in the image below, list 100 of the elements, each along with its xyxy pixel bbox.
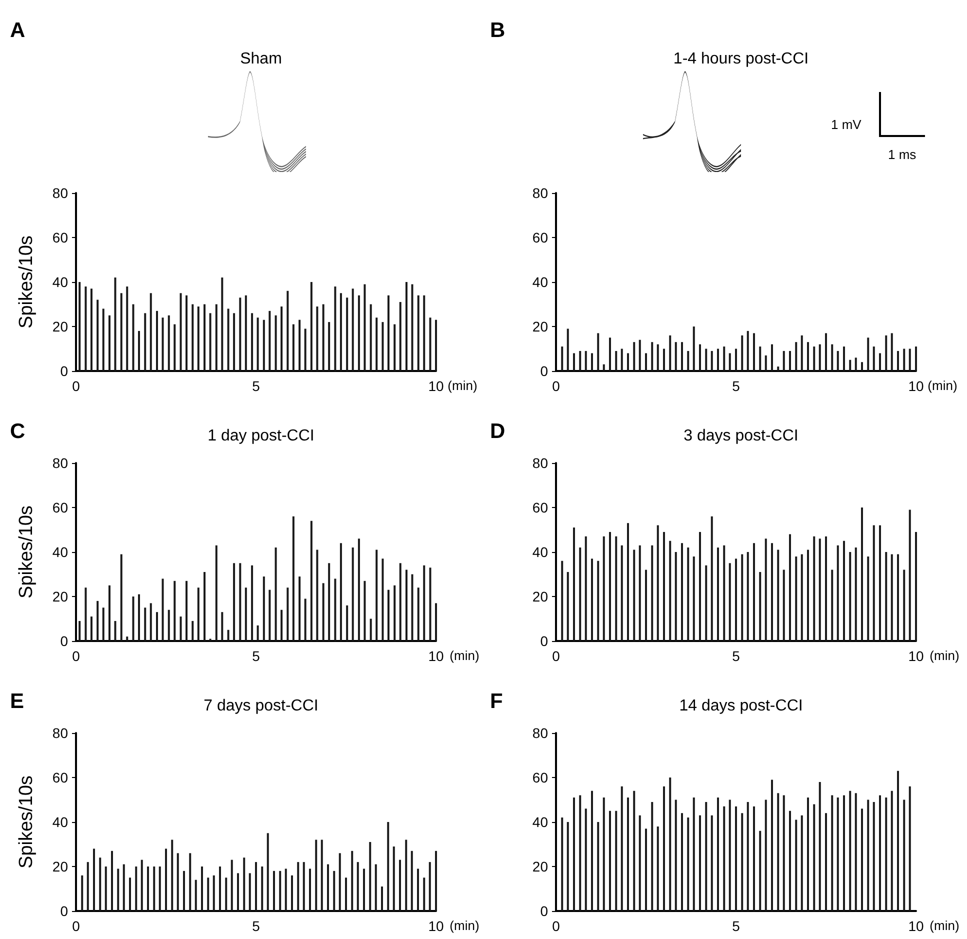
- bar: [717, 548, 719, 641]
- bar: [728, 800, 731, 911]
- y-tick-label: 80: [52, 455, 68, 471]
- x-tick-label: 5: [732, 918, 740, 934]
- bar: [399, 563, 402, 641]
- bar: [243, 858, 246, 911]
- bar: [561, 560, 564, 641]
- bar: [309, 868, 311, 911]
- bar: [638, 340, 641, 371]
- bar: [638, 545, 641, 641]
- bar: [782, 570, 785, 641]
- y-tick-label: 40: [532, 814, 548, 830]
- bar: [194, 880, 197, 911]
- bar: [340, 543, 342, 641]
- bar: [836, 545, 839, 641]
- bar: [681, 342, 683, 371]
- bar: [429, 568, 432, 641]
- bar: [261, 866, 264, 911]
- bar: [180, 616, 182, 641]
- y-tick-label: 40: [532, 274, 548, 290]
- bar: [227, 308, 230, 371]
- bar: [84, 286, 87, 371]
- bar: [753, 806, 755, 911]
- bar: [609, 810, 611, 911]
- chart-title: 14 days post-CCI: [679, 698, 803, 714]
- bar: [262, 576, 265, 641]
- y-tick-label: 60: [52, 500, 68, 516]
- y-axis-title: Spikes/10s: [16, 776, 37, 868]
- bar: [663, 532, 665, 641]
- bar: [417, 588, 420, 641]
- bar: [591, 558, 593, 641]
- bar: [78, 282, 81, 371]
- y-tick-label: 60: [532, 230, 548, 246]
- bar: [394, 324, 396, 371]
- y-tick-label: 60: [532, 770, 548, 786]
- bar: [356, 862, 359, 911]
- bar: [885, 335, 888, 371]
- bar: [669, 540, 672, 641]
- bar: [681, 543, 683, 641]
- bar: [239, 298, 242, 371]
- bar: [795, 556, 798, 641]
- bar: [573, 798, 575, 911]
- bar: [358, 295, 360, 371]
- bar: [315, 840, 318, 911]
- bar: [233, 313, 236, 371]
- y-tick-label: 40: [52, 544, 68, 560]
- x-tick-label: 5: [732, 648, 740, 664]
- bar: [573, 528, 575, 641]
- x-tick-label: 5: [732, 378, 740, 394]
- bar: [741, 813, 744, 911]
- y-tick-label: 80: [52, 185, 68, 201]
- x-tick-label: 5: [252, 378, 260, 394]
- bar: [256, 625, 259, 641]
- bar: [663, 348, 665, 371]
- bar: [102, 608, 104, 641]
- bar: [429, 318, 432, 371]
- bar: [759, 830, 762, 911]
- bar: [735, 558, 737, 641]
- bar: [687, 350, 690, 371]
- bar: [591, 790, 593, 911]
- bar: [192, 620, 194, 641]
- bar: [387, 822, 390, 911]
- bar: [674, 552, 677, 641]
- bar: [153, 866, 156, 911]
- chart-title: 1-4 hours post-CCI: [673, 50, 809, 68]
- bar: [304, 598, 306, 641]
- text: A: [10, 19, 26, 42]
- bar: [86, 862, 89, 911]
- bar: [903, 570, 906, 641]
- bar: [176, 853, 179, 911]
- y-tick-label: 80: [532, 725, 548, 741]
- bar: [620, 545, 623, 641]
- bar: [298, 320, 301, 371]
- bar: [352, 548, 354, 641]
- x-tick-label: 10: [908, 648, 924, 664]
- bar: [410, 850, 413, 911]
- bar: [346, 298, 348, 371]
- x-axis-title: (min): [930, 648, 960, 663]
- bar: [843, 540, 845, 641]
- bar: [204, 304, 206, 371]
- bar: [197, 306, 200, 371]
- bar: [207, 878, 210, 911]
- x-tick-label: 10: [428, 918, 444, 934]
- bar: [759, 346, 762, 371]
- bar: [566, 572, 569, 641]
- bar: [566, 822, 569, 911]
- y-tick-label: 80: [532, 185, 548, 201]
- bar: [435, 320, 437, 371]
- bar: [710, 350, 713, 371]
- bar: [411, 574, 414, 641]
- bar: [897, 554, 899, 641]
- bar: [561, 346, 564, 371]
- bar: [753, 333, 755, 371]
- bar: [423, 878, 426, 911]
- bar: [370, 618, 372, 641]
- bar: [705, 802, 708, 911]
- bar: [777, 793, 780, 911]
- bar: [256, 318, 259, 371]
- bar: [692, 556, 695, 641]
- x-tick-label: 10: [908, 378, 924, 394]
